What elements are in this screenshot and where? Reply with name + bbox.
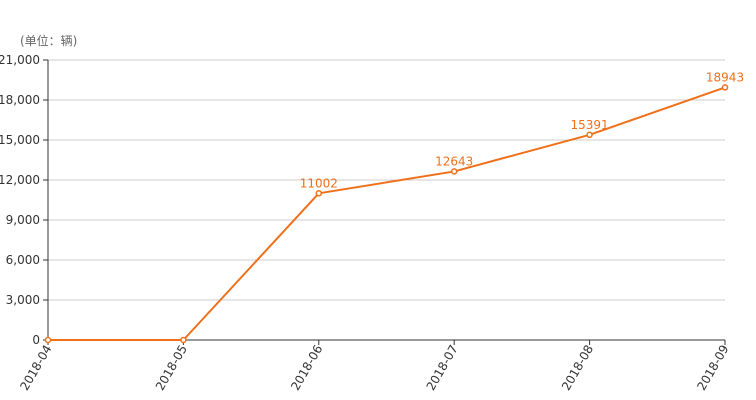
series-points: [44, 84, 729, 344]
x-tick-label: 2018-09: [694, 343, 731, 393]
data-label: 18943: [706, 70, 744, 84]
data-point[interactable]: [450, 168, 458, 175]
data-labels: 11002 12643 15391 18943: [300, 70, 744, 190]
data-point[interactable]: [315, 190, 323, 197]
data-point[interactable]: [721, 84, 729, 91]
y-tick-label: 21,000: [0, 53, 40, 67]
x-tick-label: 2018-06: [288, 343, 325, 393]
series-line-path: [48, 86, 726, 341]
data-point[interactable]: [44, 336, 52, 344]
y-tick-labels: 0 3,000 6,000 9,000 12,000 15,000 18,000 21,000: [0, 53, 40, 347]
y-tick-label: 0: [32, 333, 40, 347]
y-tick-label: 15,000: [0, 133, 40, 147]
y-tick-label: 9,000: [6, 213, 40, 227]
y-tick-label: 12,000: [0, 173, 40, 187]
y-tick-label: 18,000: [0, 93, 40, 107]
data-point[interactable]: [180, 336, 187, 344]
x-tick-label: 2018-08: [559, 343, 596, 393]
grid-lines: [48, 59, 725, 301]
data-label: 12643: [435, 154, 473, 168]
x-tick-label: 2018-04: [17, 343, 54, 393]
data-label: 11002: [300, 176, 338, 190]
data-point[interactable]: [586, 131, 593, 139]
y-tick-label: 6,000: [6, 253, 40, 267]
x-tick-label: 2018-07: [424, 343, 461, 393]
series-line: [48, 86, 726, 341]
data-label: 15391: [571, 118, 609, 132]
x-tick-label: 2018-05: [153, 343, 190, 393]
x-tick-labels: 2018-04 2018-05 2018-06 2018-07 2018-08 2018-…: [17, 343, 731, 393]
unit-label: (单位：辆): [20, 34, 78, 48]
y-tick-label: 3,000: [6, 293, 40, 307]
axes: [43, 59, 726, 345]
